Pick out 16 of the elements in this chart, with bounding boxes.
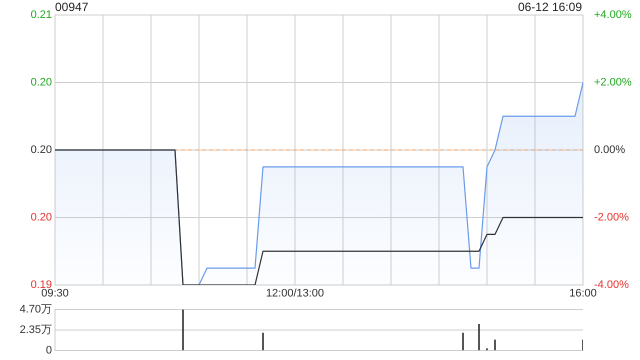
y-tick-label: 2.35万	[20, 324, 52, 336]
y-tick-label: 0	[46, 344, 52, 356]
y-tick-label: 4.70万	[20, 304, 52, 316]
y2-tick-label: -2.00%	[594, 212, 630, 224]
x-tick-label: 12:00/13:00	[266, 288, 324, 300]
chart-subtitle: 06-12 16:09	[518, 0, 582, 14]
y2-tick-label: +4.00%	[594, 9, 632, 22]
y2-tick-label: +2.00%	[594, 76, 632, 89]
y-tick-label: 0.21	[30, 9, 52, 22]
chart-title: 00947	[55, 0, 88, 14]
y-tick-label: 0.20	[30, 212, 52, 224]
y-tick-label: 0.20	[30, 76, 52, 89]
y2-tick-label: 0.00%	[594, 144, 626, 156]
x-tick-label: 09:30	[41, 288, 69, 300]
y-tick-label: 0.20	[30, 144, 52, 156]
x-tick-label: 16:00	[569, 288, 597, 300]
